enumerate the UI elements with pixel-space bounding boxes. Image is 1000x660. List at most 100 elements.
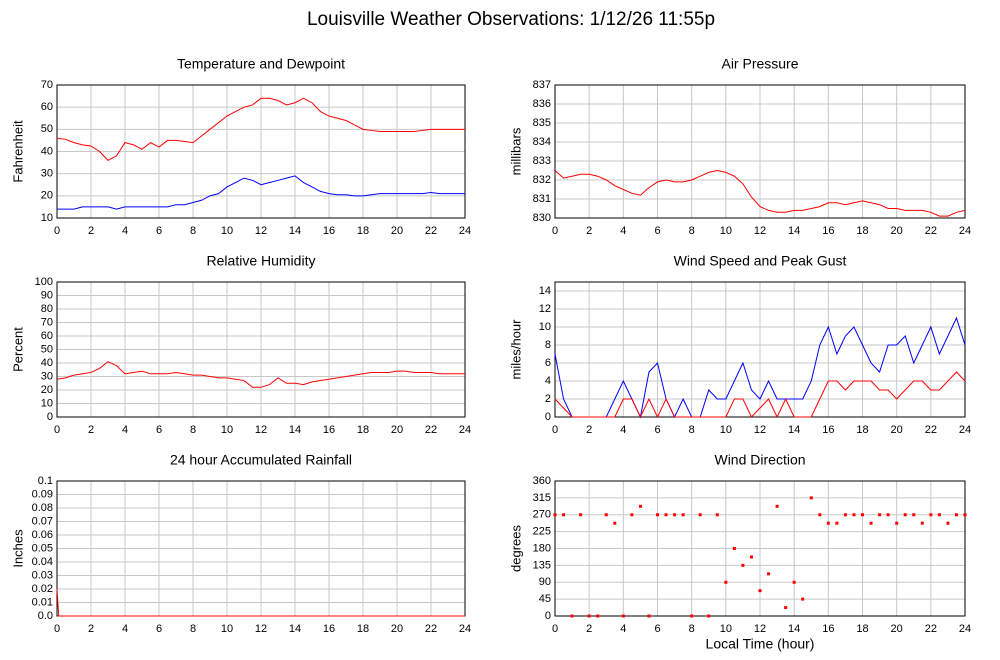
x-tick-label: 24 bbox=[459, 424, 471, 436]
x-tick-label: 4 bbox=[620, 623, 626, 635]
x-tick-label: 14 bbox=[788, 225, 800, 237]
y-tick-label: 90 bbox=[539, 576, 551, 588]
x-tick-label: 0 bbox=[552, 424, 558, 436]
data-point bbox=[638, 504, 642, 508]
panel-title: Wind Direction bbox=[714, 452, 805, 468]
x-tick-label: 10 bbox=[221, 225, 233, 237]
y-tick-label: 832 bbox=[533, 174, 551, 186]
data-point bbox=[809, 496, 813, 500]
x-tick-label: 16 bbox=[323, 225, 335, 237]
y-tick-label: 360 bbox=[533, 475, 551, 487]
x-tick-label: 6 bbox=[156, 623, 162, 635]
x-tick-label: 22 bbox=[925, 623, 937, 635]
y-tick-label: 0.06 bbox=[32, 529, 53, 541]
data-point bbox=[963, 513, 967, 517]
data-point bbox=[732, 547, 736, 550]
panel-title: 24 hour Accumulated Rainfall bbox=[170, 452, 352, 468]
data-point bbox=[587, 614, 591, 618]
x-tick-label: 14 bbox=[788, 623, 800, 635]
y-tick-label: 180 bbox=[533, 542, 551, 554]
data-point bbox=[562, 513, 566, 517]
y-axis-label: miles/hour bbox=[508, 319, 523, 380]
x-tick-label: 16 bbox=[323, 623, 335, 635]
y-tick-label: 836 bbox=[533, 98, 551, 110]
data-point bbox=[895, 521, 899, 525]
plot-frame bbox=[554, 281, 966, 418]
y-tick-label: 50 bbox=[41, 343, 53, 355]
x-tick-label: 20 bbox=[891, 623, 903, 635]
x-tick-label: 22 bbox=[925, 424, 937, 436]
y-tick-label: 837 bbox=[533, 79, 551, 91]
x-tick-label: 2 bbox=[586, 225, 592, 237]
y-tick-label: 225 bbox=[533, 526, 551, 538]
x-tick-label: 8 bbox=[190, 225, 196, 237]
page-title: Louisville Weather Observations: 1/12/26… bbox=[307, 9, 715, 30]
data-point bbox=[801, 597, 805, 601]
y-tick-label: 80 bbox=[41, 303, 53, 315]
y-axis-label: degrees bbox=[508, 525, 523, 572]
data-point bbox=[912, 513, 916, 517]
data-point bbox=[656, 513, 659, 517]
data-point bbox=[826, 521, 830, 525]
x-tick-label: 20 bbox=[891, 225, 903, 237]
x-tick-label: 0 bbox=[552, 623, 558, 635]
data-line bbox=[554, 169, 966, 217]
y-tick-label: 0.1 bbox=[38, 475, 53, 487]
data-point bbox=[775, 504, 779, 508]
data-point bbox=[596, 614, 600, 618]
plot-frame bbox=[56, 281, 466, 418]
x-tick-label: 2 bbox=[586, 424, 592, 436]
data-line bbox=[56, 97, 465, 161]
x-tick-label: 10 bbox=[720, 623, 732, 635]
y-tick-label: 830 bbox=[533, 212, 551, 224]
x-tick-label: 22 bbox=[925, 225, 937, 237]
data-point bbox=[903, 513, 907, 517]
data-point bbox=[886, 513, 890, 517]
x-tick-label: 4 bbox=[122, 623, 128, 635]
y-tick-label: 0.08 bbox=[32, 502, 53, 514]
data-point bbox=[954, 513, 958, 517]
plot-frame bbox=[554, 480, 966, 617]
x-tick-label: 6 bbox=[156, 225, 162, 237]
x-tick-label: 10 bbox=[221, 424, 233, 436]
x-tick-label: 0 bbox=[54, 623, 60, 635]
data-point bbox=[621, 614, 625, 618]
x-tick-label: 24 bbox=[959, 623, 971, 635]
data-point bbox=[784, 606, 788, 610]
y-tick-label: 70 bbox=[41, 316, 53, 328]
data-point bbox=[715, 513, 719, 517]
y-axis-label: millibars bbox=[508, 127, 523, 175]
x-tick-label: 10 bbox=[720, 424, 732, 436]
x-tick-label: 4 bbox=[122, 424, 128, 436]
y-tick-label: 20 bbox=[41, 190, 53, 202]
y-tick-label: 12 bbox=[539, 303, 551, 315]
panel-title: Temperature and Dewpoint bbox=[177, 56, 345, 72]
data-point bbox=[604, 513, 608, 517]
x-tick-label: 18 bbox=[856, 225, 868, 237]
x-tick-label: 12 bbox=[754, 225, 766, 237]
x-tick-label: 14 bbox=[788, 424, 800, 436]
data-point bbox=[681, 513, 685, 517]
y-tick-label: 0 bbox=[47, 411, 53, 423]
x-tick-label: 6 bbox=[654, 623, 660, 635]
y-tick-label: 835 bbox=[533, 117, 551, 129]
y-tick-label: 8 bbox=[545, 339, 551, 351]
x-tick-label: 24 bbox=[959, 225, 971, 237]
data-point bbox=[946, 521, 950, 525]
data-point bbox=[818, 513, 822, 517]
y-tick-label: 135 bbox=[533, 559, 551, 571]
data-point bbox=[724, 580, 728, 584]
data-point bbox=[861, 513, 864, 517]
x-tick-label: 20 bbox=[891, 424, 903, 436]
y-tick-label: 70 bbox=[41, 79, 53, 91]
x-tick-label: 24 bbox=[959, 424, 971, 436]
x-tick-label: 0 bbox=[552, 225, 558, 237]
data-point bbox=[878, 513, 882, 517]
data-point bbox=[647, 614, 651, 618]
y-tick-label: 0.02 bbox=[32, 583, 53, 595]
x-tick-label: 8 bbox=[689, 623, 695, 635]
data-point bbox=[579, 513, 583, 517]
x-tick-label: 0 bbox=[54, 225, 60, 237]
data-point bbox=[749, 555, 753, 559]
y-tick-label: 45 bbox=[539, 593, 551, 605]
